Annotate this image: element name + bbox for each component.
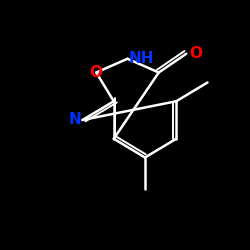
Text: NH: NH — [129, 51, 154, 66]
Text: N: N — [68, 112, 81, 128]
Text: O: O — [189, 46, 202, 61]
Text: O: O — [90, 65, 103, 80]
